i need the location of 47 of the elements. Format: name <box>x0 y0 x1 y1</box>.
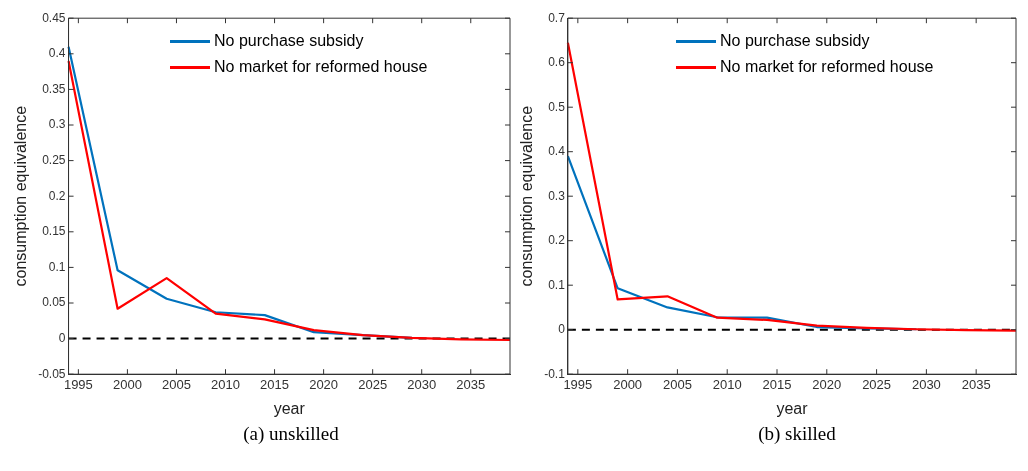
y-tick-label: 0.25 <box>42 152 66 167</box>
x-tick-label: 2035 <box>456 376 486 392</box>
x-tick-label: 2025 <box>862 376 892 392</box>
legend-label: No purchase subsidy <box>214 31 364 52</box>
y-tick-label: 0.2 <box>48 188 66 203</box>
x-tick-label: 2000 <box>112 376 142 392</box>
x-tick-label: 2020 <box>812 376 842 392</box>
legend-label: No market for reformed house <box>214 57 428 78</box>
y-tick-label: 0 <box>58 330 66 345</box>
y-tick-label: 0.6 <box>548 55 566 70</box>
x-tick-label: 2015 <box>260 376 290 392</box>
x-axis-title: year <box>273 399 306 417</box>
x-tick-label: 2005 <box>162 376 191 392</box>
x-tick-label: 2010 <box>211 376 240 392</box>
y-axis-title: consumption equivalence <box>518 105 536 287</box>
y-tick-label: 0.2 <box>548 233 566 248</box>
y-tick-label: 0 <box>558 322 566 337</box>
x-tick-label: 2010 <box>712 376 742 392</box>
y-axis-title: consumption equivalence <box>12 105 30 287</box>
text: (b) skilled <box>757 423 837 445</box>
y-tick-label: 0.5 <box>548 99 566 114</box>
y-tick-label: 0.4 <box>548 144 566 159</box>
y-tick-label: 0.1 <box>548 277 566 292</box>
y-tick-label: -0.1 <box>544 366 566 381</box>
y-tick-label: 0.05 <box>42 295 66 310</box>
x-tick-label: 2020 <box>309 376 339 392</box>
x-tick-label: 2015 <box>762 376 792 392</box>
y-tick-label: 0.15 <box>42 224 66 239</box>
x-tick-label: 1995 <box>563 376 593 392</box>
text: (a) unskilled <box>242 423 340 445</box>
y-tick-label: 0.35 <box>42 81 66 96</box>
y-tick-label: 0.3 <box>548 188 566 203</box>
x-tick-label: 2025 <box>358 376 388 392</box>
x-tick-label: 2000 <box>613 376 643 392</box>
y-tick-label: 0.1 <box>48 259 66 274</box>
x-tick-label: 2030 <box>911 376 941 392</box>
x-tick-label: 2035 <box>961 376 991 392</box>
y-tick-label: 0.7 <box>548 10 566 25</box>
x-tick-label: 2030 <box>407 376 437 392</box>
y-tick-label: -0.05 <box>38 366 66 381</box>
y-tick-label: 0.45 <box>42 10 66 25</box>
x-tick-label: 2005 <box>662 376 692 392</box>
x-axis-title: year <box>776 399 809 417</box>
y-tick-label: 0.3 <box>48 117 66 132</box>
y-tick-label: 0.4 <box>48 46 66 61</box>
legend-label: No purchase subsidy <box>720 31 870 52</box>
legend-label: No market for reformed house <box>720 57 934 78</box>
